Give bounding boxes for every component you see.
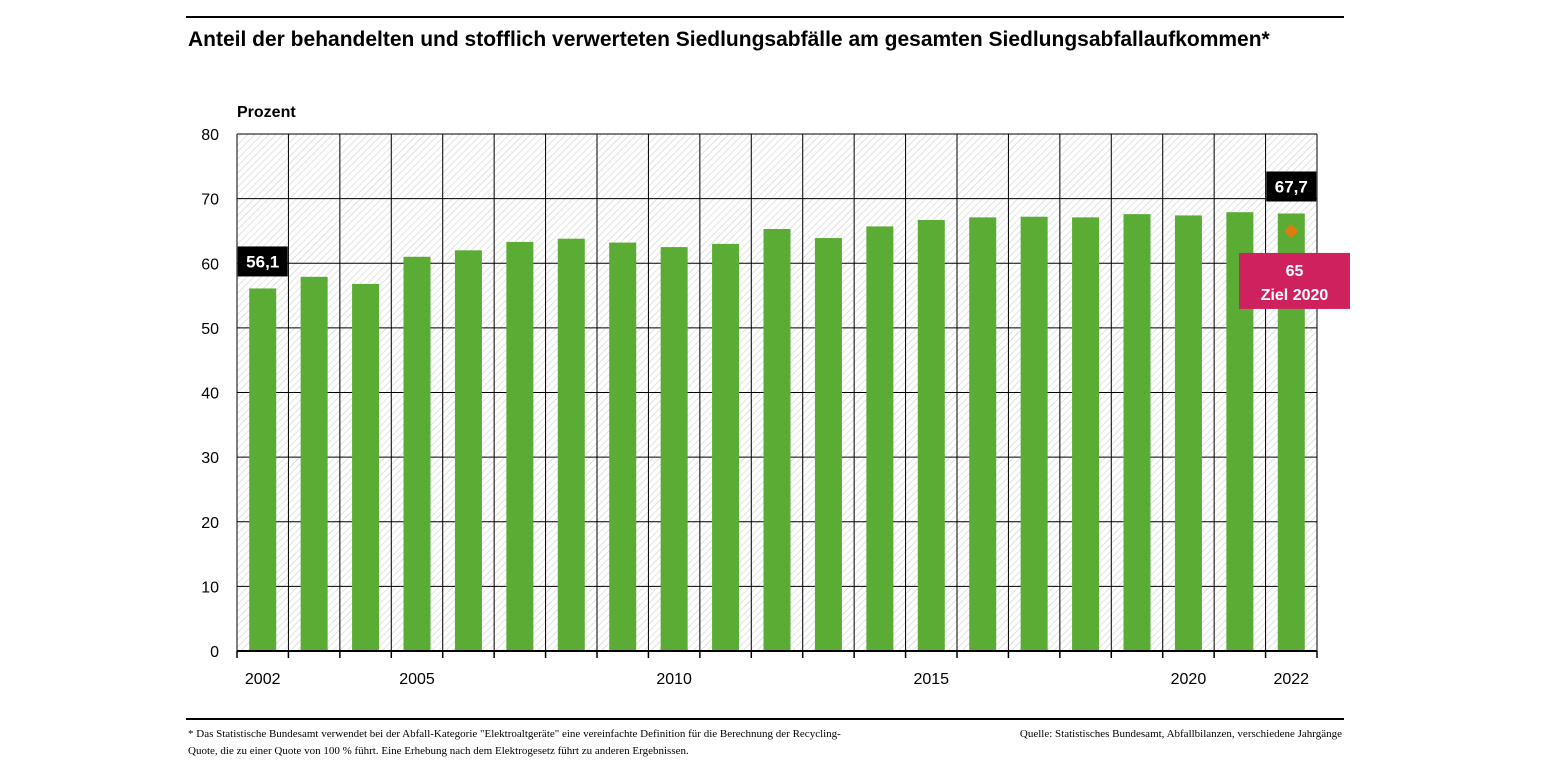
x-tick-label: 2015 xyxy=(913,671,949,688)
x-tick-label: 2005 xyxy=(399,671,435,688)
bar xyxy=(1123,214,1151,651)
y-tick-label: 70 xyxy=(201,192,219,209)
bar xyxy=(454,250,482,651)
x-tick-label: 2020 xyxy=(1171,671,1207,688)
bar xyxy=(763,228,791,651)
bar xyxy=(506,241,534,651)
y-tick-label: 30 xyxy=(201,450,219,467)
y-tick-label: 0 xyxy=(210,644,219,661)
target-marker xyxy=(1284,223,1299,239)
bar xyxy=(1020,216,1048,651)
y-tick-label: 60 xyxy=(201,256,219,273)
data-label: 67,7 xyxy=(1275,177,1308,196)
y-tick-label: 50 xyxy=(201,321,219,338)
y-axis-label: Prozent xyxy=(237,104,296,121)
bar xyxy=(609,242,637,651)
bar xyxy=(403,256,431,651)
bar xyxy=(352,283,380,651)
bar xyxy=(300,276,328,651)
target-label-box xyxy=(1239,252,1350,309)
top-rule xyxy=(186,16,1344,18)
target-text-label: Ziel 2020 xyxy=(1261,287,1329,304)
bar xyxy=(866,226,894,651)
bar xyxy=(917,219,945,652)
y-tick-label: 40 xyxy=(201,386,219,403)
data-label-box xyxy=(237,246,288,277)
bottom-rule xyxy=(186,718,1344,720)
source-note: Quelle: Statistisches Bundesamt, Abfallb… xyxy=(1019,728,1342,740)
footnote: * Das Statistische Bundesamt verwendet b… xyxy=(188,728,841,757)
chart-title: Anteil der behandelten und stofflich ver… xyxy=(188,28,1270,51)
bar xyxy=(712,243,740,652)
bar xyxy=(249,288,277,651)
y-tick-label: 10 xyxy=(201,579,219,596)
bar xyxy=(1174,215,1202,652)
target-value-label: 65 xyxy=(1286,263,1304,280)
x-tick-label: 2010 xyxy=(656,671,692,688)
bar xyxy=(1072,217,1100,651)
x-tick-label: 2002 xyxy=(245,671,281,688)
y-tick-label: 20 xyxy=(201,515,219,532)
x-tick-label: 2022 xyxy=(1273,671,1309,688)
bar xyxy=(814,238,842,651)
bar xyxy=(969,217,997,651)
data-label: 56,1 xyxy=(246,252,279,271)
data-label-box xyxy=(1266,171,1317,202)
bar-chart: 0 10 20 30 40 50 60 70 80 Prozent 2002 2005 2010 2015… xyxy=(201,104,1350,688)
bar xyxy=(557,238,585,651)
y-tick-label: 80 xyxy=(201,127,219,144)
bar xyxy=(660,247,688,651)
